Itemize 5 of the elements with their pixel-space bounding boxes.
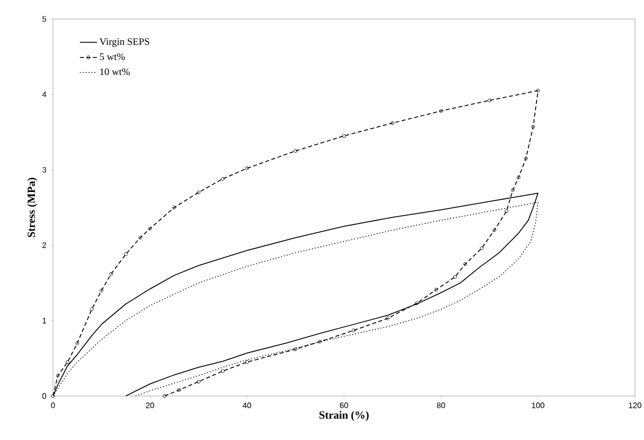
x-axis-title: Strain (%) (319, 411, 369, 421)
legend-label: Virgin SEPS (99, 38, 150, 48)
legend-label: 5 wt% (100, 53, 125, 60)
legend-label: 10 wt% (100, 68, 130, 76)
y-axis-title: Stress (MPa) (27, 178, 38, 238)
